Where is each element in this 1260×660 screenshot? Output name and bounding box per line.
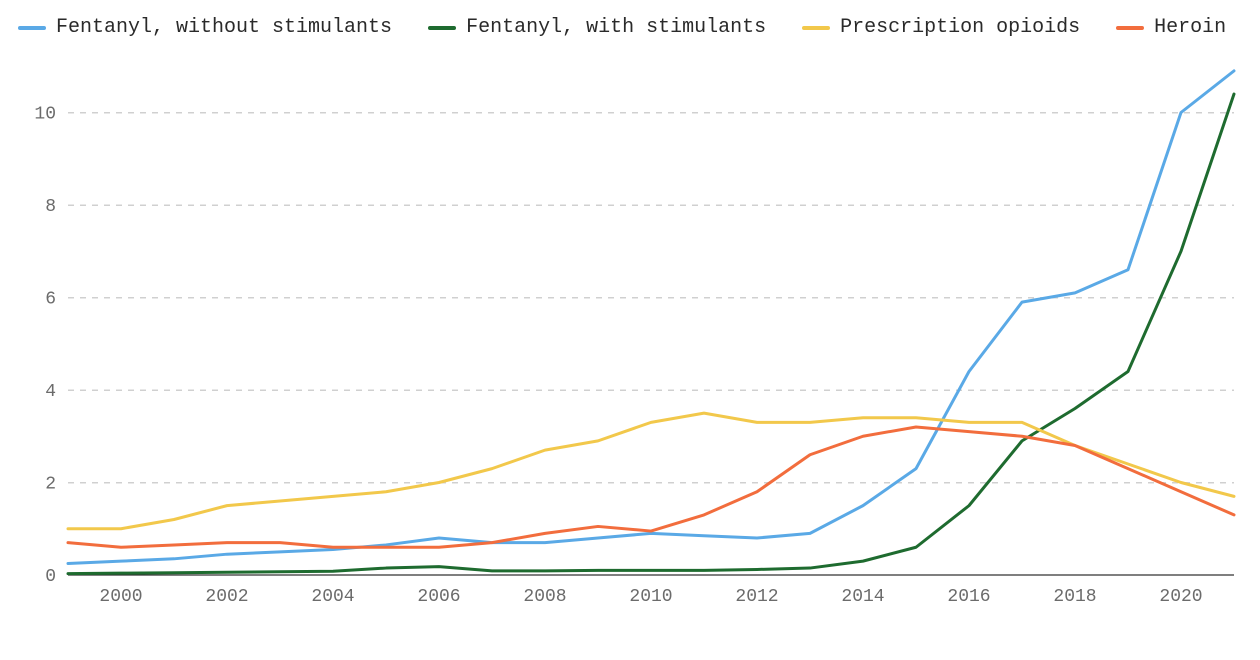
y-tick-label: 8 xyxy=(45,197,56,217)
x-tick-label: 2000 xyxy=(99,587,142,607)
legend-swatch xyxy=(1116,26,1144,30)
series-heroin xyxy=(68,427,1234,547)
series-prescription_opioids xyxy=(68,413,1234,529)
legend-item-fentanyl_without_stimulants: Fentanyl, without stimulants xyxy=(18,16,392,39)
y-axis-ticks: 0 2 4 6 8 10 xyxy=(34,105,56,588)
chart-container: Fentanyl, without stimulants Fentanyl, wi… xyxy=(0,0,1260,660)
legend-swatch xyxy=(802,26,830,30)
x-tick-label: 2020 xyxy=(1159,587,1202,607)
x-tick-label: 2004 xyxy=(311,587,354,607)
plot-area: 0 2 4 6 8 10 2000 2002 2004 2006 2008 2010 2012 2014… xyxy=(18,49,1242,609)
chart-svg: 0 2 4 6 8 10 2000 2002 2004 2006 2008 2010 2012 2014… xyxy=(18,49,1242,609)
legend-item-prescription_opioids: Prescription opioids xyxy=(802,16,1080,39)
legend-label: Prescription opioids xyxy=(840,16,1080,39)
x-axis-ticks: 2000 2002 2004 2006 2008 2010 2012 2014 2016 2018… xyxy=(99,587,1202,607)
x-tick-label: 2016 xyxy=(947,587,990,607)
x-tick-label: 2008 xyxy=(523,587,566,607)
series-fentanyl_with_stimulants xyxy=(68,94,1234,574)
legend-swatch xyxy=(18,26,46,30)
x-tick-label: 2002 xyxy=(205,587,248,607)
x-tick-label: 2010 xyxy=(629,587,672,607)
x-tick-label: 2018 xyxy=(1053,587,1096,607)
legend: Fentanyl, without stimulants Fentanyl, wi… xyxy=(18,16,1242,39)
legend-label: Fentanyl, with stimulants xyxy=(466,16,766,39)
y-tick-label: 10 xyxy=(34,105,56,125)
x-tick-label: 2012 xyxy=(735,587,778,607)
series-fentanyl_without_stimulants xyxy=(68,71,1234,564)
y-tick-label: 6 xyxy=(45,290,56,310)
series-group xyxy=(68,71,1234,574)
y-gridlines xyxy=(68,113,1234,483)
y-tick-label: 4 xyxy=(45,382,56,402)
legend-label: Fentanyl, without stimulants xyxy=(56,16,392,39)
legend-label: Heroin xyxy=(1154,16,1226,39)
legend-item-heroin: Heroin xyxy=(1116,16,1226,39)
legend-item-fentanyl_with_stimulants: Fentanyl, with stimulants xyxy=(428,16,766,39)
y-tick-label: 0 xyxy=(45,567,56,587)
x-tick-label: 2006 xyxy=(417,587,460,607)
legend-swatch xyxy=(428,26,456,30)
y-tick-label: 2 xyxy=(45,475,56,495)
x-tick-label: 2014 xyxy=(841,587,884,607)
